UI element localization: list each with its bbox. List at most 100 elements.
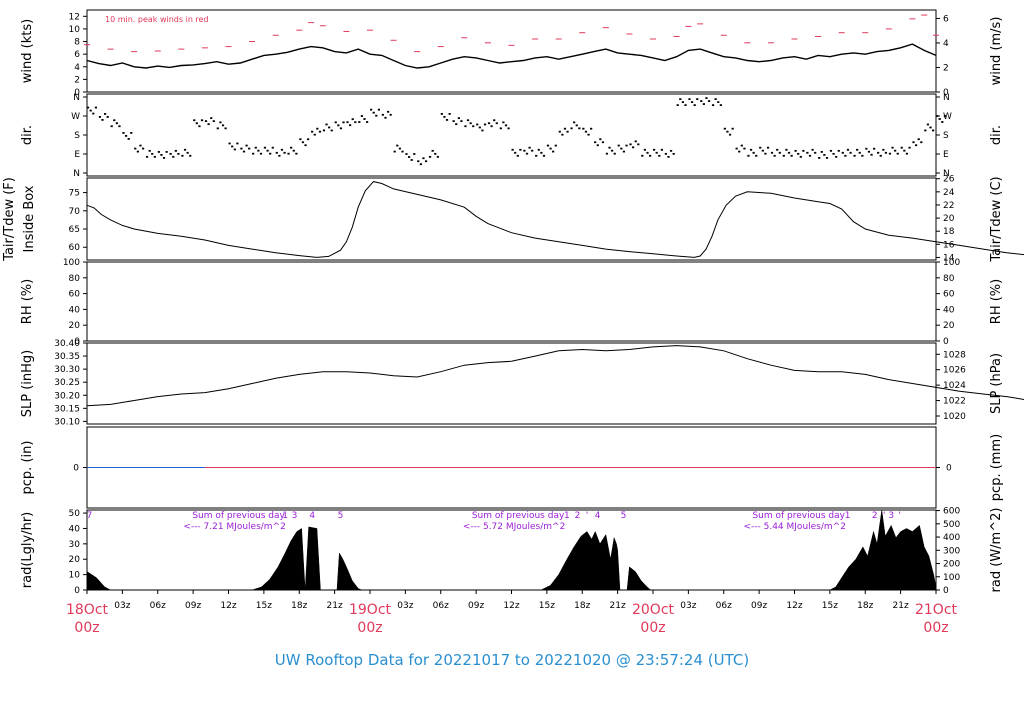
right-tick-rad: 600	[943, 507, 960, 517]
direction-mark	[354, 121, 357, 124]
direction-mark	[861, 154, 864, 157]
x-tick-label: 15z	[539, 601, 555, 611]
direction-mark	[743, 147, 746, 150]
x-tick-label: 12z	[503, 601, 519, 611]
right-tick-dir: N	[943, 169, 950, 179]
direction-mark	[514, 151, 517, 154]
direction-mark	[537, 148, 540, 151]
direction-mark	[917, 138, 920, 141]
right-tick-wind: 0	[943, 88, 949, 98]
direction-mark	[295, 152, 298, 155]
direction-mark	[766, 146, 770, 149]
direction-mark	[198, 125, 201, 128]
rad-annotation: 4	[309, 511, 315, 521]
right-label-slp: SLP (hPa)	[989, 353, 1004, 414]
direction-mark	[525, 152, 529, 155]
x-tick-label: 18z	[574, 601, 590, 611]
right-label-rad: rad (W/m^2)	[989, 508, 1004, 593]
day-sum-value: <--- 5.72 MJoules/m^2	[463, 522, 565, 532]
direction-mark	[398, 147, 401, 150]
direction-mark	[464, 125, 467, 128]
direction-mark	[528, 146, 531, 149]
direction-mark	[113, 119, 116, 122]
direction-mark	[124, 135, 128, 137]
panel-frame-rh	[86, 261, 937, 342]
direction-mark	[829, 149, 833, 152]
direction-mark	[634, 140, 637, 143]
direction-mark	[440, 113, 443, 115]
direction-mark	[759, 146, 762, 149]
direction-mark	[542, 154, 546, 157]
direction-mark	[841, 151, 844, 154]
direction-mark	[106, 116, 109, 118]
direction-mark	[328, 126, 331, 129]
direction-mark	[643, 148, 647, 151]
right-tick-temp: 26	[943, 175, 955, 185]
direction-mark	[145, 155, 149, 158]
left-tick-rh: 80	[69, 274, 81, 284]
rad-annotation: '	[883, 511, 885, 521]
direction-mark	[696, 98, 699, 101]
left-tick-slp: 30.40	[54, 339, 80, 349]
left-tick-rad: 10	[69, 571, 81, 581]
right-label-dir: dir.	[989, 125, 1004, 145]
direction-mark	[749, 148, 753, 151]
direction-mark	[257, 149, 260, 152]
direction-mark	[221, 124, 225, 127]
direction-mark	[566, 130, 569, 133]
direction-mark	[535, 154, 538, 157]
right-tick-rh: 40	[943, 305, 955, 315]
direction-mark	[240, 147, 243, 150]
day-tick-time: 00z	[357, 620, 382, 636]
right-tick-rad: 100	[943, 573, 960, 583]
left-label-temp-1: Tair/Tdew (F)	[2, 177, 17, 262]
direction-mark	[313, 133, 316, 136]
direction-mark	[118, 125, 121, 128]
right-tick-temp: 16	[943, 240, 955, 250]
direction-mark	[888, 152, 892, 155]
right-tick-slp: 1028	[943, 350, 966, 360]
direction-mark	[443, 116, 446, 118]
direction-mark	[377, 108, 380, 111]
x-tick-label: 15z	[256, 601, 272, 611]
x-tick-label: 21z	[327, 601, 343, 611]
direction-mark	[455, 123, 458, 126]
direction-mark	[448, 113, 451, 115]
direction-mark	[590, 127, 593, 130]
direction-mark	[292, 149, 295, 152]
direction-mark	[212, 120, 215, 123]
direction-mark	[563, 127, 567, 130]
direction-mark	[236, 142, 239, 145]
direction-mark	[139, 144, 142, 147]
direction-mark	[608, 146, 611, 149]
right-tick-rh: 20	[943, 321, 955, 331]
direction-mark	[681, 101, 684, 104]
left-label-temp-2: Inside Box	[22, 185, 37, 252]
right-tick-slp: 1026	[943, 366, 966, 376]
direction-mark	[849, 151, 852, 154]
direction-mark	[216, 127, 219, 130]
direction-mark	[747, 154, 750, 157]
x-tick-label: 06z	[716, 601, 732, 611]
right-tick-rad: 500	[943, 520, 960, 530]
direction-mark	[472, 125, 475, 128]
day-sum-value: <--- 5.44 MJoules/m^2	[743, 522, 845, 532]
direction-mark	[259, 152, 263, 155]
left-tick-slp: 30.30	[54, 365, 80, 375]
direction-mark	[714, 98, 717, 101]
direction-mark	[641, 154, 644, 157]
direction-mark	[653, 148, 656, 151]
series-pressure	[86, 345, 1024, 407]
direction-mark	[790, 154, 793, 157]
left-tick-dir: E	[74, 150, 80, 160]
x-tick-label: 21z	[893, 601, 909, 611]
left-tick-temp: 75	[69, 189, 80, 199]
direction-mark	[738, 150, 741, 153]
direction-mark	[632, 146, 635, 149]
panel-frame-dir	[86, 93, 937, 177]
direction-mark	[835, 155, 838, 158]
direction-mark	[832, 152, 835, 155]
direction-mark	[735, 147, 738, 150]
direction-mark	[856, 148, 859, 151]
direction-mark	[770, 151, 774, 154]
